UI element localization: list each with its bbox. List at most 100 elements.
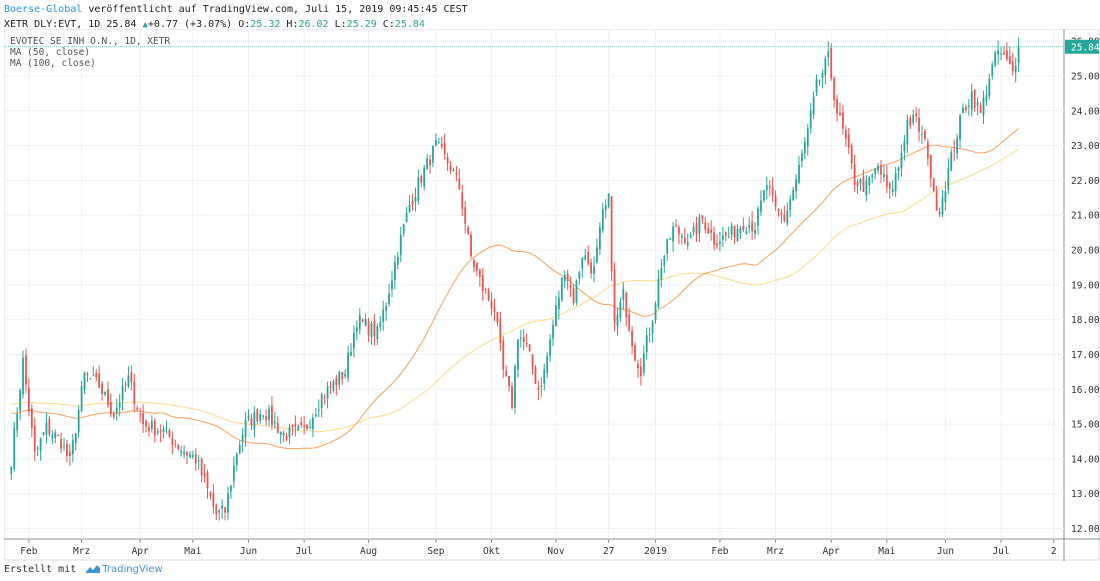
candle-body — [833, 78, 836, 100]
candle-body — [89, 378, 92, 380]
candle-body — [385, 305, 388, 311]
candle-body — [285, 435, 288, 440]
candle-body — [265, 416, 267, 421]
candle-body — [446, 156, 449, 164]
candle-body — [1003, 52, 1005, 55]
candle-body — [130, 372, 133, 382]
candle-body — [824, 58, 827, 76]
candle-body — [309, 427, 311, 429]
candle-body — [350, 351, 352, 356]
candle-body — [443, 142, 446, 155]
candle-body — [654, 303, 657, 320]
author-link[interactable]: Boerse-Global — [4, 4, 83, 15]
candle-body — [859, 179, 862, 184]
candle-body — [262, 415, 265, 417]
high-label: H: — [286, 19, 299, 30]
candle-body — [537, 387, 540, 391]
y-tick-label: 16.00 — [1071, 385, 1100, 396]
x-tick-label: 2 — [1051, 546, 1057, 557]
close-value: 25.84 — [394, 19, 425, 30]
candle-body — [209, 492, 212, 497]
candle-body — [83, 372, 86, 390]
candle-body — [148, 426, 150, 431]
chart-frame — [4, 29, 1100, 561]
candle-body — [516, 339, 519, 370]
candle-body — [768, 185, 771, 188]
candle-body — [259, 413, 262, 421]
candle-body — [320, 394, 323, 408]
candle-body — [22, 357, 24, 395]
candle-body — [991, 64, 994, 77]
candle-body — [792, 190, 795, 200]
candle-body — [818, 80, 821, 82]
candle-body — [355, 327, 358, 332]
candle-body — [276, 422, 279, 434]
low-value: 25.29 — [346, 19, 377, 30]
y-tick-label: 14.00 — [1071, 454, 1100, 465]
candle-body — [795, 179, 797, 191]
candle-body — [680, 235, 683, 238]
y-tick-label: 22.00 — [1071, 176, 1100, 187]
candle-body — [549, 339, 552, 356]
published-text: veröffentlicht auf TradingView.com, Juli… — [88, 4, 468, 15]
candle-body — [39, 438, 42, 451]
candle-body — [598, 227, 601, 250]
candle-body — [988, 78, 991, 97]
candle-body — [850, 145, 853, 164]
candle-body — [341, 371, 344, 380]
candle-body — [326, 386, 329, 399]
candle-body — [915, 113, 918, 117]
candle-body — [973, 89, 976, 108]
candle-body — [490, 300, 493, 309]
price-chart[interactable]: 12.00 13.00 14.00 15.00 16.00 17.00 18.00 19.00… — [4, 29, 1100, 561]
tradingview-logo-icon — [86, 565, 101, 573]
change-text: +0.77 (+3.07%) — [147, 19, 233, 30]
tradingview-brand[interactable]: TradingView — [102, 564, 163, 575]
y-tick-label: 15.00 — [1071, 420, 1100, 431]
candle-body — [124, 384, 127, 386]
candle-body — [976, 102, 979, 106]
candle-body — [505, 371, 508, 377]
candle-body — [1008, 56, 1011, 64]
candle-body — [449, 165, 452, 171]
candle-body — [408, 204, 411, 213]
candle-body — [461, 192, 464, 209]
candle-body — [596, 247, 598, 263]
candle-body — [572, 288, 575, 304]
candle-body — [361, 319, 364, 322]
candle-body — [165, 427, 168, 429]
candle-body — [651, 321, 654, 334]
candle-body — [60, 439, 63, 449]
candle-body — [657, 278, 660, 307]
candle-body — [426, 158, 429, 170]
candle-body — [493, 307, 496, 313]
candle-body — [478, 269, 481, 277]
candle-body — [358, 315, 361, 330]
candle-body — [877, 165, 879, 171]
candle-body — [666, 238, 669, 254]
candle-body — [637, 364, 639, 368]
candle-body — [335, 378, 338, 386]
candle-body — [455, 172, 458, 175]
candle-body — [742, 226, 745, 230]
candle-body — [142, 413, 144, 424]
candle-body — [751, 221, 754, 232]
candle-body — [950, 152, 953, 171]
candle-body — [481, 275, 484, 291]
candle-body — [707, 227, 710, 234]
candle-body — [250, 418, 253, 426]
candle-body — [458, 178, 461, 189]
candle-body — [540, 385, 543, 387]
candle-body — [291, 424, 294, 428]
candle-body — [733, 225, 736, 238]
candle-body — [411, 200, 414, 206]
candle-body — [525, 342, 528, 344]
y-tick-label: 24.00 — [1071, 106, 1100, 117]
candle-body — [467, 227, 470, 234]
candle-body — [569, 285, 572, 288]
candle-body — [432, 145, 434, 163]
candle-body — [16, 413, 19, 431]
candle-body — [581, 257, 584, 269]
candle-body — [218, 510, 221, 513]
candle-body — [382, 309, 385, 322]
